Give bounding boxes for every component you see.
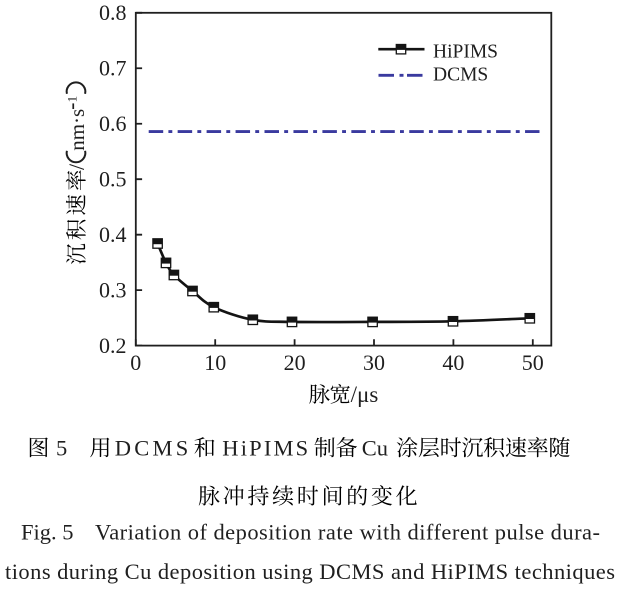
svg-text:1: 1 — [65, 96, 80, 103]
svg-text:5: 5 — [56, 436, 67, 461]
svg-text:/μs: /μs — [351, 382, 379, 407]
svg-text:0.6: 0.6 — [99, 111, 127, 136]
svg-text:30: 30 — [363, 350, 385, 375]
svg-text:10: 10 — [204, 350, 226, 375]
svg-text:0.3: 0.3 — [99, 278, 127, 303]
svg-text:0.5: 0.5 — [99, 167, 127, 192]
svg-text:0.7: 0.7 — [99, 56, 127, 81]
svg-text:0.8: 0.8 — [99, 0, 127, 25]
svg-text:20: 20 — [284, 350, 306, 375]
svg-text:DCMS: DCMS — [433, 65, 488, 86]
svg-text:HiPIMS: HiPIMS — [433, 41, 498, 62]
svg-text:/: / — [64, 163, 89, 170]
svg-text:0.4: 0.4 — [99, 222, 127, 247]
svg-text:50: 50 — [522, 350, 544, 375]
svg-text:Variation of deposition rate w: Variation of deposition rate with differ… — [95, 520, 600, 545]
svg-text:0.2: 0.2 — [99, 333, 127, 358]
svg-text:DCMS: DCMS — [115, 436, 189, 461]
svg-text:Fig. 5: Fig. 5 — [21, 520, 74, 545]
svg-text:40: 40 — [442, 350, 464, 375]
svg-text:nm·s: nm·s — [65, 109, 89, 151]
svg-text:HiPIMS: HiPIMS — [222, 436, 308, 461]
svg-text:Cu: Cu — [362, 436, 388, 461]
svg-text:tions during Cu deposition usi: tions during Cu deposition using DCMS an… — [5, 559, 615, 584]
svg-text:0: 0 — [130, 350, 141, 375]
